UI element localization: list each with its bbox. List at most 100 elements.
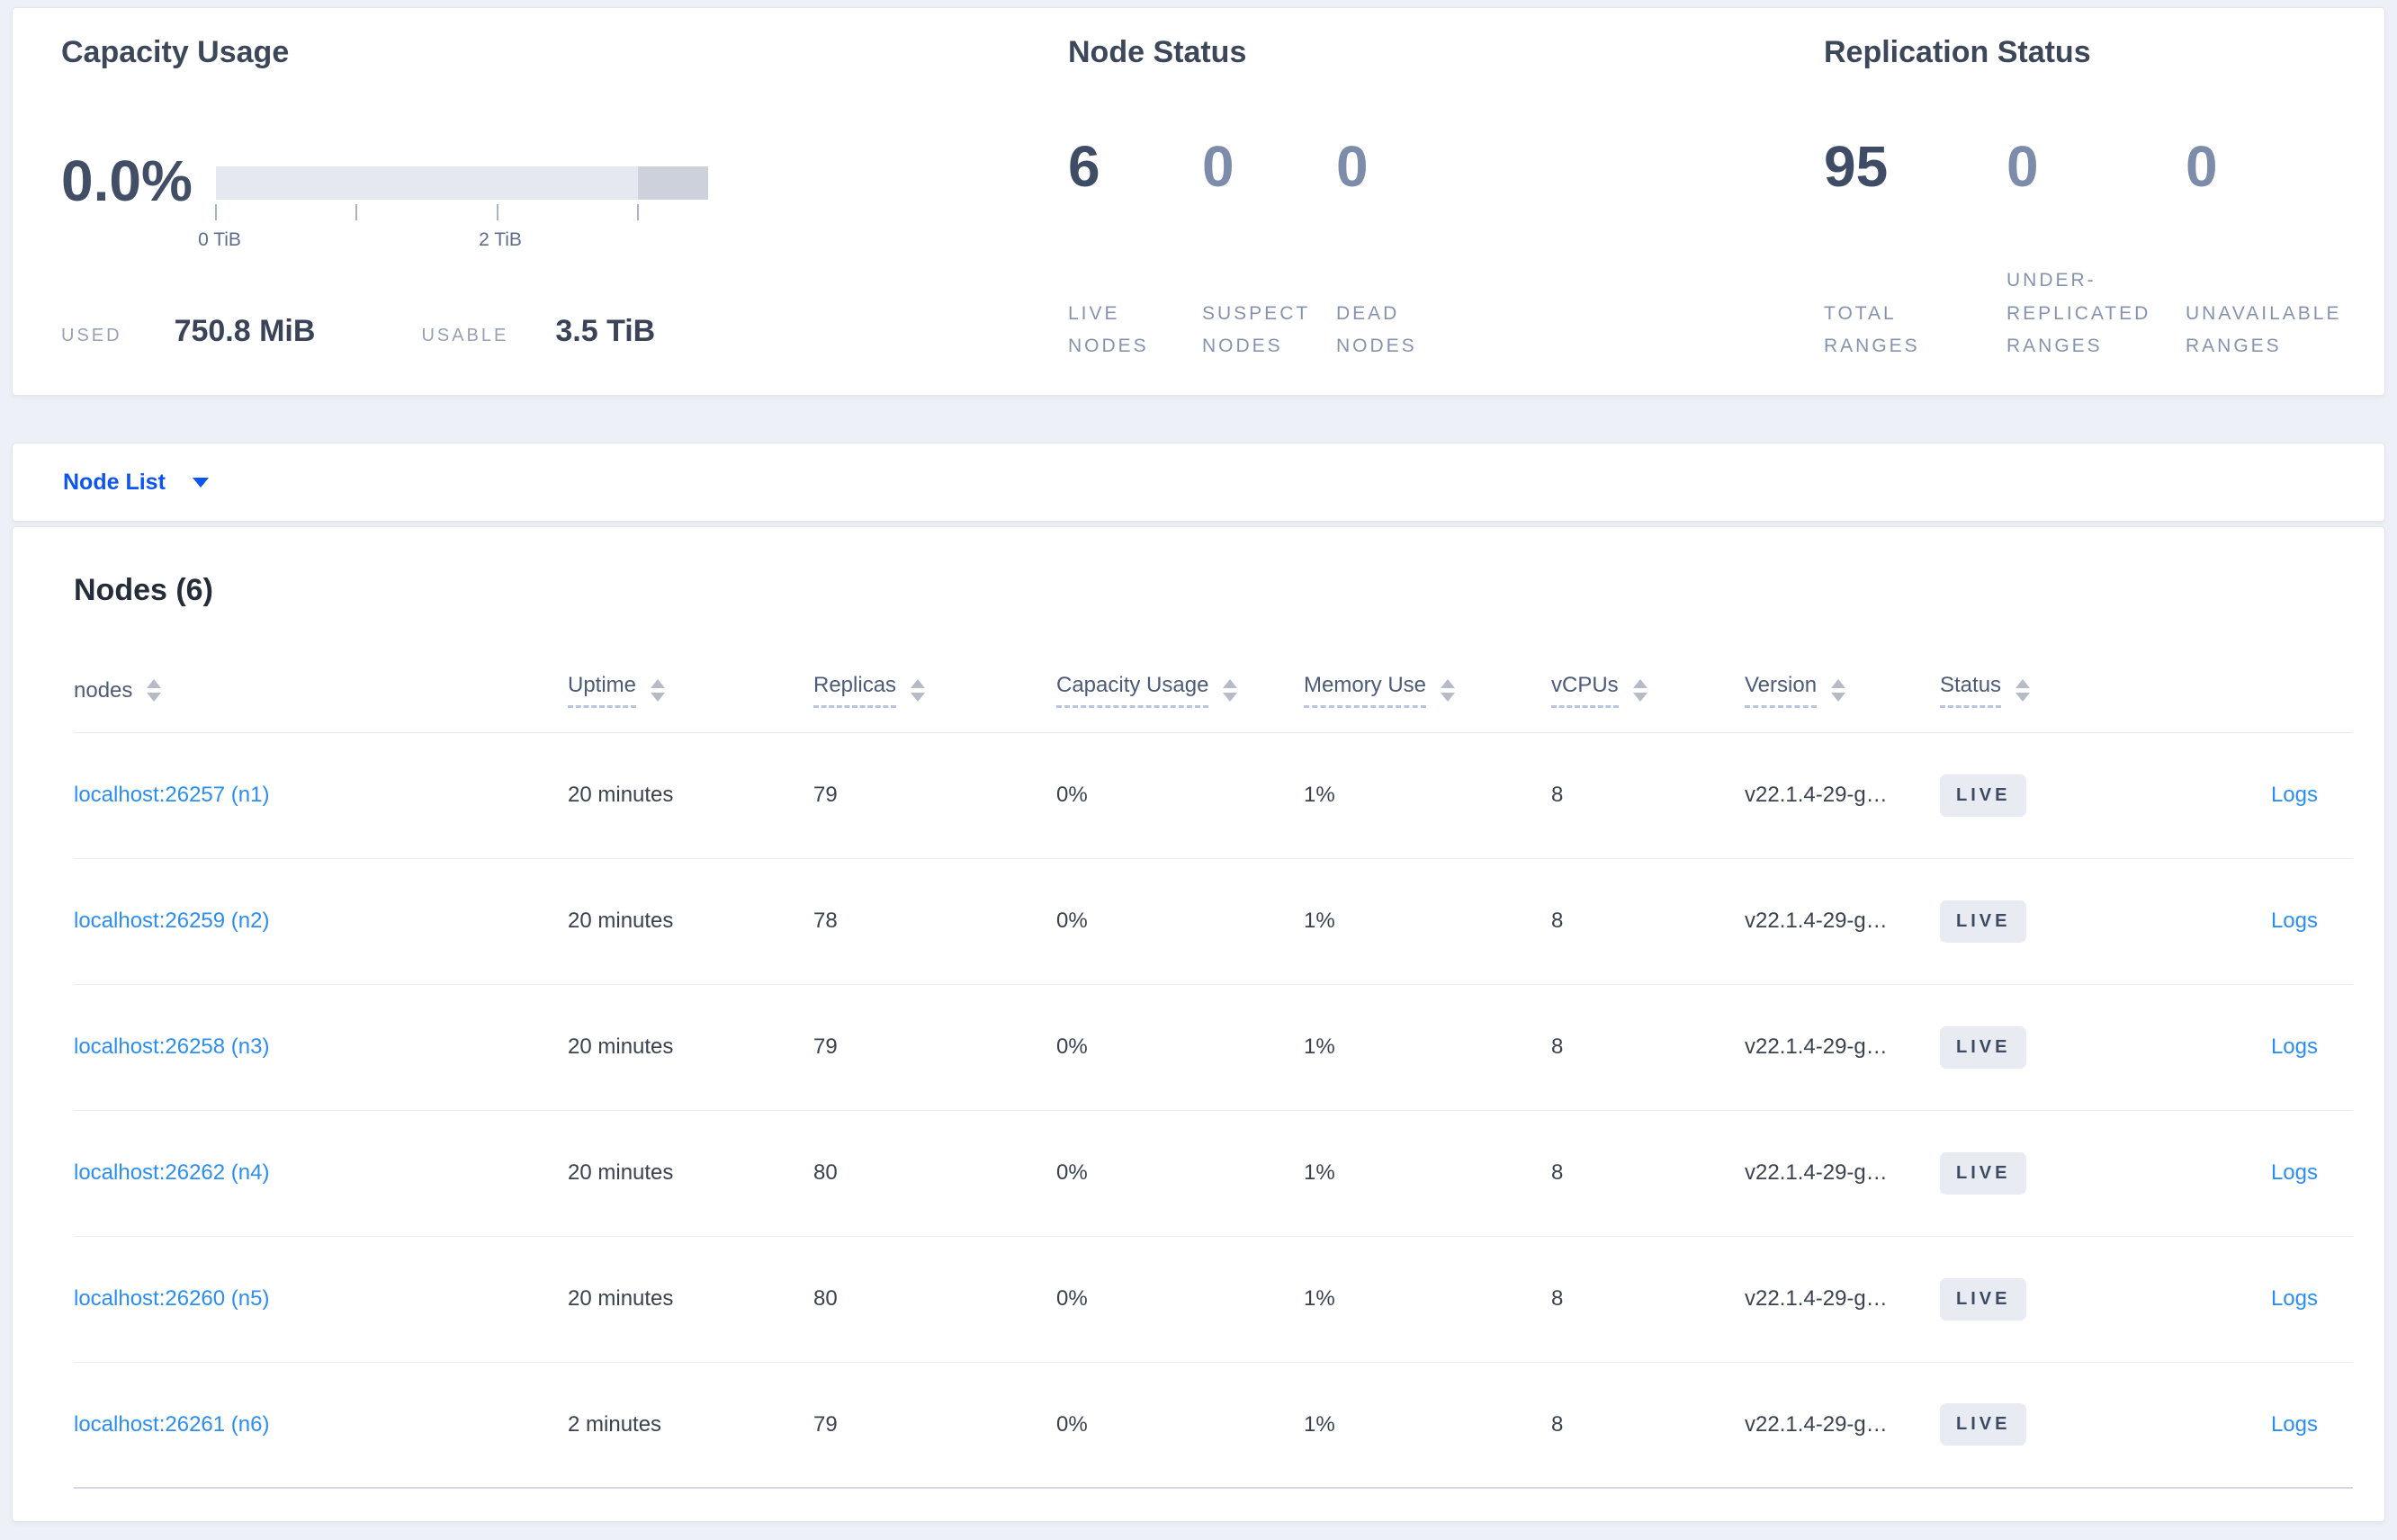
usable-value: 3.5 TiB (555, 314, 656, 348)
replicas-cell: 79 (813, 984, 1056, 1111)
logs-link[interactable]: Logs (2270, 909, 2318, 933)
uptime-cell: 20 minutes (568, 984, 813, 1111)
table-row: localhost:26259 (n2) 20 minutes 78 0% 1%… (74, 858, 2353, 985)
node-status-title: Node Status (1068, 35, 1247, 69)
capacity-usage-cell: 0% (1056, 858, 1304, 985)
sort-icon[interactable] (1223, 679, 1238, 703)
node-list-dropdown[interactable]: Node List (63, 470, 209, 496)
node-link[interactable]: localhost:26257 (n1) (74, 783, 270, 807)
vcpus-cell: 8 (1551, 858, 1745, 985)
replicas-cell: 79 (813, 1362, 1056, 1489)
memory-use-cell: 1% (1304, 732, 1551, 859)
node-link[interactable]: localhost:26261 (n6) (74, 1411, 270, 1437)
node-link[interactable]: localhost:26259 (n2) (74, 909, 270, 933)
vcpus-cell: 8 (1551, 984, 1745, 1111)
suspect-nodes-label: SUSPECT NODES (1202, 302, 1310, 357)
status-badge: LIVE (1940, 1151, 2027, 1195)
uptime-cell: 2 minutes (568, 1362, 813, 1489)
logs-link[interactable]: Logs (2270, 1286, 2318, 1311)
capacity-bar-tick (355, 204, 357, 220)
sort-icon[interactable] (1831, 679, 1846, 703)
node-status-stats: 6 LIVE NODES 0 SUSPECT NODES 0 DEAD NODE… (1068, 134, 1480, 363)
column-header-memory-use[interactable]: Memory Use (1304, 673, 1427, 709)
capacity-usage-cell: 0% (1056, 1110, 1304, 1237)
node-link[interactable]: localhost:26262 (n4) (74, 1160, 270, 1185)
column-header-replicas[interactable]: Replicas (813, 673, 897, 709)
dead-nodes-stat: 0 DEAD NODES (1336, 134, 1480, 363)
uptime-cell: 20 minutes (568, 1236, 813, 1363)
uptime-cell: 20 minutes (568, 1110, 813, 1237)
uptime-cell: 20 minutes (568, 732, 813, 859)
live-nodes-stat: 6 LIVE NODES (1068, 134, 1184, 363)
table-header-row: nodes Uptime Replicas Capacity Usage Mem… (74, 649, 2353, 733)
live-nodes-label: LIVE NODES (1068, 302, 1149, 357)
status-badge: LIVE (1940, 1403, 2027, 1446)
replicas-cell: 80 (813, 1110, 1056, 1237)
version-cell: v22.1.4-29-g… (1745, 1110, 1940, 1237)
used-label: USED (61, 326, 122, 345)
unavailable-ranges-label: UNAVAILABLE RANGES (2186, 302, 2342, 357)
sort-icon[interactable] (2015, 679, 2031, 703)
logs-link[interactable]: Logs (2270, 1034, 2318, 1059)
table-row: localhost:26257 (n1) 20 minutes 79 0% 1%… (74, 732, 2353, 859)
replicas-cell: 79 (813, 732, 1056, 859)
cluster-overview-page: Capacity Usage 0.0% 0 TiB 2 TiB USED 750… (0, 7, 2397, 1522)
suspect-nodes-value: 0 (1202, 134, 1234, 199)
unavailable-ranges-value: 0 (2186, 134, 2218, 199)
nodes-table: nodes Uptime Replicas Capacity Usage Mem… (74, 649, 2353, 1489)
replication-status-title: Replication Status (1824, 35, 2091, 69)
capacity-usage-cell: 0% (1056, 1236, 1304, 1363)
memory-use-cell: 1% (1304, 858, 1551, 985)
table-row: localhost:26260 (n5) 20 minutes 80 0% 1%… (74, 1236, 2353, 1363)
under-replicated-ranges-value: 0 (2006, 134, 2039, 199)
column-header-capacity-usage[interactable]: Capacity Usage (1056, 673, 1209, 709)
total-ranges-value: 95 (1824, 134, 1889, 199)
total-ranges-stat: 95 TOTAL RANGES (1824, 134, 1989, 363)
memory-use-cell: 1% (1304, 1236, 1551, 1363)
version-cell: v22.1.4-29-g… (1745, 858, 1940, 985)
node-link[interactable]: localhost:26260 (n5) (74, 1286, 270, 1311)
column-header-version[interactable]: Version (1745, 673, 1818, 709)
nodes-heading: Nodes (6) (74, 573, 213, 607)
sort-icon[interactable] (1441, 679, 1456, 703)
status-badge: LIVE (1940, 1277, 2027, 1321)
capacity-used-percent: 0.0% (61, 148, 193, 213)
total-ranges-label: TOTAL RANGES (1824, 302, 1920, 357)
sort-icon[interactable] (1632, 679, 1647, 703)
sort-icon[interactable] (147, 679, 162, 703)
unavailable-ranges-stat: 0 UNAVAILABLE RANGES (2186, 134, 2397, 363)
capacity-tick-label-0: 0 TiB (198, 229, 241, 250)
vcpus-cell: 8 (1551, 732, 1745, 859)
sort-icon[interactable] (651, 679, 666, 703)
capacity-usage-cell: 0% (1056, 1362, 1304, 1489)
column-header-vcpus[interactable]: vCPUs (1551, 673, 1619, 709)
sort-icon[interactable] (911, 679, 926, 703)
logs-link[interactable]: Logs (2270, 1411, 2318, 1437)
node-list-dropdown-card: Node List (12, 443, 2385, 522)
capacity-usage-cell: 0% (1056, 984, 1304, 1111)
column-header-uptime[interactable]: Uptime (568, 673, 637, 709)
logs-link[interactable]: Logs (2270, 1160, 2318, 1185)
vcpus-cell: 8 (1551, 1110, 1745, 1237)
capacity-bar-tick (215, 204, 217, 220)
capacity-usage-title: Capacity Usage (61, 35, 290, 69)
memory-use-cell: 1% (1304, 1110, 1551, 1237)
under-replicated-ranges-label: UNDER-REPLICATED RANGES (2006, 269, 2151, 357)
memory-use-cell: 1% (1304, 984, 1551, 1111)
cluster-summary-card: Capacity Usage 0.0% 0 TiB 2 TiB USED 750… (12, 7, 2385, 396)
node-link[interactable]: localhost:26258 (n3) (74, 1034, 270, 1059)
replicas-cell: 78 (813, 858, 1056, 985)
vcpus-cell: 8 (1551, 1362, 1745, 1489)
chevron-down-icon (192, 477, 209, 488)
status-badge: LIVE (1940, 900, 2027, 943)
uptime-cell: 20 minutes (568, 858, 813, 985)
column-header-nodes[interactable]: nodes (74, 677, 133, 703)
table-row: localhost:26258 (n3) 20 minutes 79 0% 1%… (74, 984, 2353, 1111)
replicas-cell: 80 (813, 1236, 1056, 1363)
usable-label: USABLE (421, 326, 509, 345)
node-list-dropdown-label: Node List (63, 469, 166, 495)
logs-link[interactable]: Logs (2270, 783, 2318, 807)
column-header-status[interactable]: Status (1940, 673, 2002, 709)
table-row: localhost:26261 (n6) 2 minutes 79 0% 1% … (74, 1362, 2353, 1489)
version-cell: v22.1.4-29-g… (1745, 1362, 1940, 1489)
